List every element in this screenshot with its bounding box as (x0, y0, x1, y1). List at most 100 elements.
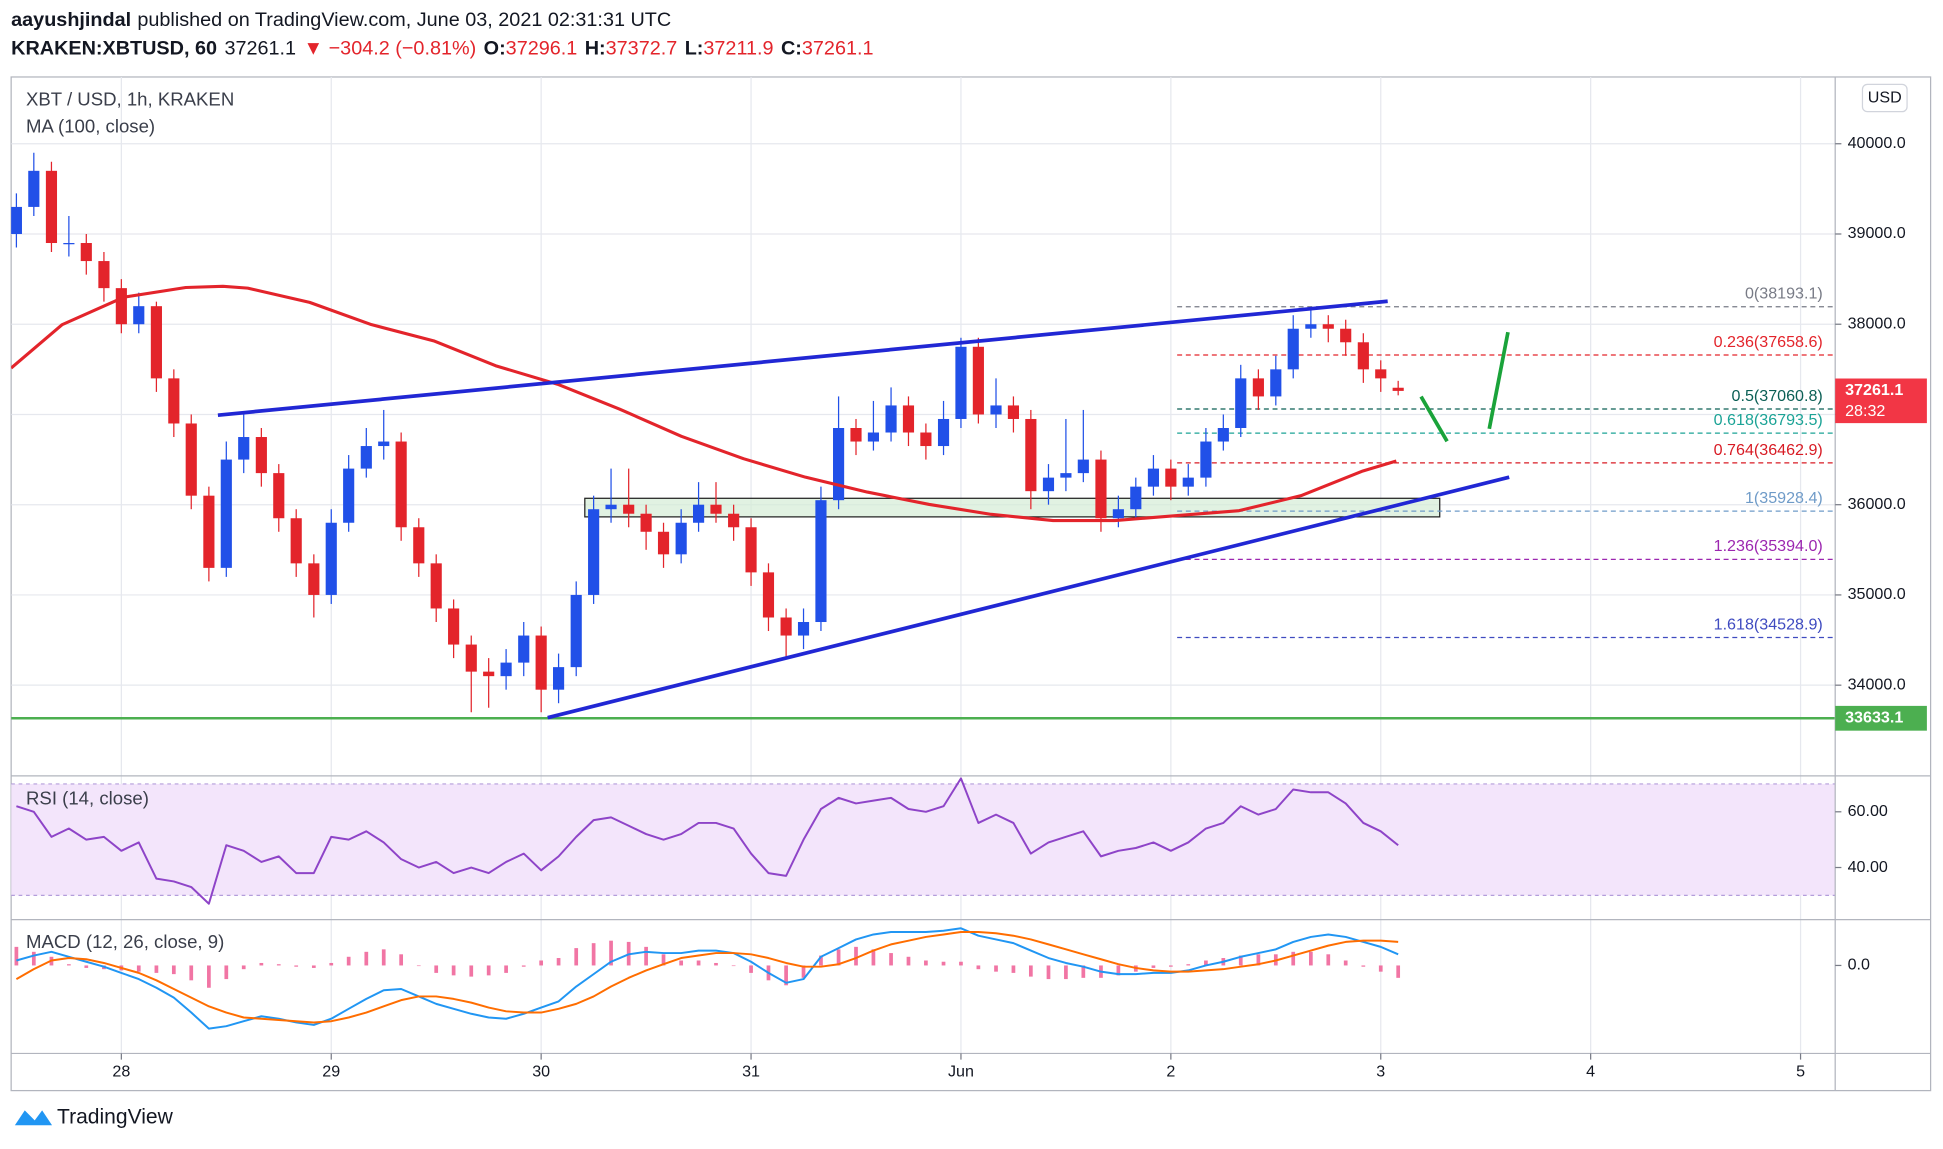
histogram-bar (1326, 954, 1331, 966)
y-tick-label: 38000.0 (1848, 314, 1906, 332)
candle-body (465, 644, 477, 672)
candle-body (1287, 328, 1299, 370)
x-tick-label: Jun (948, 1062, 974, 1080)
trend-line (217, 299, 1388, 418)
candle-body (955, 346, 967, 419)
candle-body (920, 432, 932, 447)
y-tick-label: 39000.0 (1848, 224, 1906, 242)
histogram-bar (539, 960, 544, 966)
candle-body (1130, 486, 1142, 510)
y-tick-label: 35000.0 (1848, 585, 1906, 603)
fib-label: 1(35928.4) (1745, 489, 1823, 507)
symbol: KRAKEN:XBTUSD, 60 (11, 38, 217, 60)
histogram-bar (399, 954, 404, 966)
candle-body (1042, 477, 1055, 492)
histogram-bar (31, 951, 36, 966)
ohlc-key: C: (781, 38, 802, 60)
currency-button[interactable] (1861, 83, 1908, 113)
histogram-bar (924, 960, 928, 966)
histogram-bar (1396, 965, 1401, 978)
histogram-bar (276, 964, 281, 966)
candle-body (570, 594, 582, 668)
candle-body (168, 378, 180, 424)
histogram-bar (346, 956, 351, 966)
candle-body (1182, 477, 1194, 487)
ohlc-key: O: (484, 38, 506, 60)
fib-label: 0(38193.1) (1745, 285, 1823, 303)
histogram-bar (714, 962, 718, 966)
histogram-bar (1256, 954, 1261, 966)
candle-body (745, 527, 757, 573)
candle-body (1340, 328, 1352, 343)
histogram-bar (959, 961, 963, 966)
candle-body (430, 563, 442, 609)
histogram-bar (521, 965, 526, 967)
candle-body (1060, 473, 1072, 478)
candle-body (623, 504, 635, 514)
histogram-bar (1204, 960, 1208, 966)
histogram-bar (854, 946, 858, 966)
histogram-bar (556, 958, 561, 966)
y-tick-label: 60.00 (1848, 802, 1888, 820)
candle-body (98, 261, 110, 289)
trend-line (547, 475, 1510, 720)
x-tick-label: 3 (1376, 1062, 1385, 1080)
candle-body (28, 170, 40, 207)
candle-body (605, 504, 617, 510)
ohlc-key: H: (585, 38, 606, 60)
histogram-bar (1046, 965, 1051, 980)
candle-body (290, 518, 302, 564)
histogram-bar (84, 965, 89, 968)
candle-body (535, 635, 547, 690)
logo (14, 1110, 53, 1126)
candle-body (1077, 459, 1089, 474)
indicator-line (16, 927, 1399, 1030)
candle-body (902, 405, 915, 433)
candle-body (273, 473, 285, 519)
ohlc-key: L: (685, 38, 704, 60)
countdown: 28:32 (1845, 402, 1885, 420)
histogram-bar (906, 956, 911, 966)
histogram-bar (1291, 951, 1296, 966)
histogram-bar (136, 965, 141, 972)
histogram-bar (889, 953, 893, 966)
price-label: 33633.1 (1845, 709, 1903, 727)
histogram-bar (171, 965, 176, 975)
histogram-bar (941, 961, 946, 966)
histogram-bar (504, 965, 508, 973)
candle-body (797, 622, 810, 636)
histogram-bar (381, 949, 386, 966)
candle-body (640, 513, 652, 532)
candle-body (45, 170, 58, 244)
histogram-bar (259, 962, 264, 966)
last-price: 37261.1 (1845, 381, 1903, 399)
histogram-bar (311, 965, 316, 968)
histogram-bar (749, 965, 753, 973)
candle-body (1270, 369, 1282, 397)
candle-body (1200, 441, 1212, 478)
histogram-bar (416, 965, 421, 967)
candle-body (255, 437, 267, 474)
last-price-box (1835, 378, 1927, 424)
candle-body (518, 635, 530, 663)
fib-label: 1.618(34528.9) (1714, 615, 1823, 633)
histogram-bar (731, 965, 736, 967)
chart-frame (10, 76, 1932, 1092)
candle-body (710, 504, 722, 514)
candle-body (1305, 324, 1317, 329)
candle-body (1235, 378, 1247, 428)
histogram-bar (1116, 965, 1121, 976)
candle-body (203, 495, 215, 568)
y-tick-label: 36000.0 (1848, 495, 1906, 513)
histogram-bar (871, 949, 876, 966)
candle-body (675, 522, 687, 555)
candle-body (1392, 387, 1404, 391)
y-tick-label: 40000.0 (1848, 134, 1906, 152)
candle-body (1217, 427, 1229, 442)
candle-body (1322, 324, 1334, 329)
histogram-bar (819, 955, 823, 966)
candle-body (1165, 468, 1177, 487)
histogram-bar (661, 954, 666, 966)
candle-body (150, 306, 162, 379)
